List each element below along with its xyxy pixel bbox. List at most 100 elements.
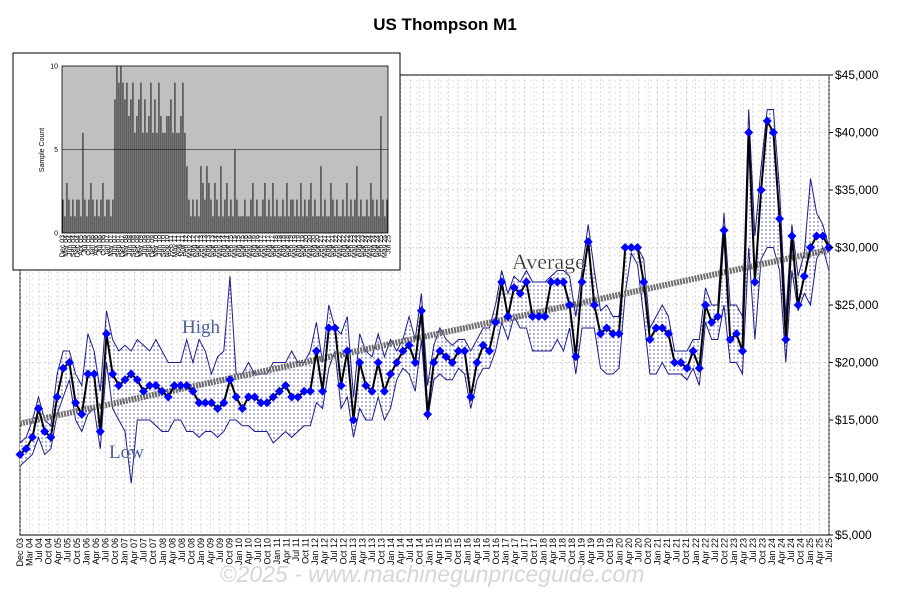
inset-bar xyxy=(110,216,112,233)
inset-bar xyxy=(250,199,252,233)
average-point xyxy=(416,306,426,316)
inset-bars xyxy=(62,66,388,234)
x-tick-label: Jan 06 xyxy=(82,538,92,565)
average-point xyxy=(126,369,136,379)
x-tick-label: Apr 16 xyxy=(472,538,482,565)
average-point xyxy=(311,346,321,356)
average-point xyxy=(348,415,358,425)
inset-x-tick-label: Jun 09 xyxy=(142,235,149,256)
inset-bar xyxy=(378,216,380,233)
average-point xyxy=(64,358,74,367)
inset-x-tick-label: Jul 25 xyxy=(386,235,393,254)
average-point xyxy=(342,346,352,356)
average-point xyxy=(243,392,253,402)
average-point xyxy=(639,277,649,287)
average-point xyxy=(95,427,105,436)
inset-bar xyxy=(192,199,194,233)
inset-bar xyxy=(270,216,272,233)
average-point xyxy=(262,398,272,408)
x-tick-label: Apr 09 xyxy=(205,538,215,565)
inset-bar xyxy=(330,182,332,233)
inset-bar xyxy=(144,99,146,234)
x-tick-label: Apr 24 xyxy=(776,538,786,565)
inset-bar xyxy=(382,199,384,233)
inset-bar xyxy=(296,199,298,233)
inset-x-tick-label: Nov 15 xyxy=(239,235,246,257)
inset-x-tick-label: Nov 20 xyxy=(314,235,321,257)
x-tick-label: Apr 23 xyxy=(738,538,748,565)
high-series-line xyxy=(19,109,830,444)
average-point xyxy=(250,392,260,402)
low-series-line xyxy=(19,246,830,484)
inset-bar xyxy=(106,199,108,233)
x-tick-label: Apr 25 xyxy=(814,538,824,565)
inset-bar xyxy=(384,216,386,233)
inset-bar xyxy=(190,216,192,233)
inset-x-tick-label: Aug 23 xyxy=(356,235,363,257)
inset-bar xyxy=(306,216,308,233)
average-point xyxy=(379,386,389,396)
inset-x-tick-label: Nov 11 xyxy=(179,235,186,257)
x-tick-label: Jul 05 xyxy=(63,538,73,562)
x-tick-label: Jul 10 xyxy=(253,538,263,562)
inset-bar xyxy=(364,216,366,233)
x-tick-label: Oct 21 xyxy=(681,538,691,565)
average-point xyxy=(157,386,167,396)
average-point xyxy=(299,386,309,396)
inset-x-tick-label: Apr 05 xyxy=(78,235,85,256)
inset-x-tick-label: Aug 14 xyxy=(221,235,228,257)
inset-bar xyxy=(310,182,312,233)
inset-x-tick-label: Feb 20 xyxy=(303,235,310,257)
inset-x-tick-label: Feb 22 xyxy=(333,235,340,257)
inset-bar xyxy=(232,216,234,233)
inset-x-tick-label: Feb 17 xyxy=(258,235,265,257)
x-tick-label: Jul 21 xyxy=(672,538,682,562)
inset-bar xyxy=(298,216,300,233)
inset-bar xyxy=(118,82,120,233)
inset-bar xyxy=(360,199,362,233)
inset-bar xyxy=(90,182,92,233)
inset-bar xyxy=(300,182,302,233)
inset-bar xyxy=(334,216,336,233)
average-point xyxy=(398,346,408,356)
average-point xyxy=(558,277,568,287)
average-point xyxy=(361,381,371,390)
x-tick-label: Oct 22 xyxy=(719,538,729,565)
inset-x-tick-label: Nov 18 xyxy=(284,235,291,257)
inset-bar xyxy=(282,199,284,233)
average-point xyxy=(77,409,87,419)
x-tick-label: Apr 11 xyxy=(281,538,291,564)
average-point xyxy=(540,312,550,321)
inset-bar xyxy=(198,216,200,233)
average-point xyxy=(676,358,686,367)
average-point xyxy=(571,352,581,362)
y-axis: $5,000 $10,000 $15,000 $20,000 $25,000 $30,00… xyxy=(829,68,879,542)
x-tick-label: Jul 06 xyxy=(101,538,111,562)
inset-bar xyxy=(292,199,294,233)
x-tick-label: Jul 08 xyxy=(177,538,187,562)
inset-y-tick-label: 5 xyxy=(54,147,58,154)
inset-bar xyxy=(286,182,288,233)
average-point xyxy=(725,335,735,344)
inset-bar xyxy=(252,182,254,233)
average-point xyxy=(694,363,704,373)
average-point xyxy=(52,392,62,402)
inset-x-tick-label: Mar 07 xyxy=(108,235,115,257)
inset-bar xyxy=(196,199,198,233)
average-point xyxy=(219,398,229,408)
inset-bar xyxy=(346,182,348,233)
inset-bar xyxy=(158,82,160,233)
inset-bar xyxy=(80,216,82,233)
average-point xyxy=(657,323,667,333)
inset-bar xyxy=(362,216,364,233)
x-tick-label: Jul 07 xyxy=(139,538,149,562)
inset-x-tick-label: Feb 21 xyxy=(318,235,325,257)
inset-bar xyxy=(162,132,164,233)
x-tick-label: Jan 17 xyxy=(500,538,510,565)
x-tick-label: Jul 24 xyxy=(786,538,796,562)
annotation-low: Low xyxy=(109,442,144,463)
average-point xyxy=(169,381,179,390)
inset-bar xyxy=(160,116,162,233)
x-tick-label: Oct 08 xyxy=(186,538,196,565)
x-tick-label: Jul 13 xyxy=(367,538,377,562)
